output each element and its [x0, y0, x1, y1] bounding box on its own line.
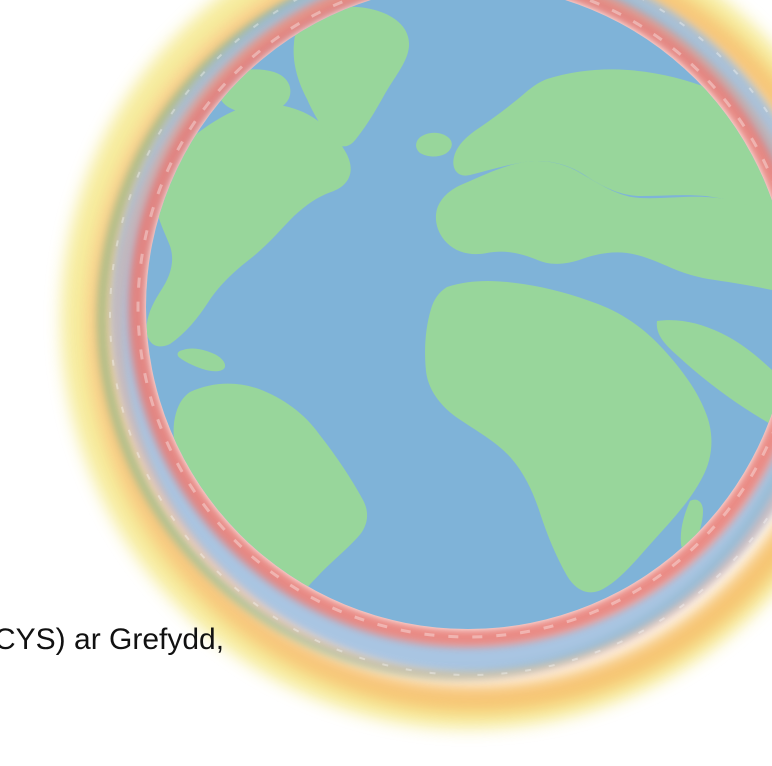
arabia-shape: [656, 320, 772, 425]
south-america-shape: [173, 383, 368, 629]
continents-layer: [146, 6, 772, 629]
europe-shape: [435, 161, 772, 290]
red-ring: [128, 0, 772, 647]
yellow-ring: [61, 0, 772, 729]
painted-rings: [61, 0, 772, 729]
africa-shape: [425, 280, 712, 593]
madagascar-shape: [680, 499, 703, 552]
north-america-shape: [146, 104, 351, 347]
iceland-shape: [416, 132, 452, 157]
blue-ring: [111, 0, 772, 673]
brush-highlight: [136, 0, 772, 639]
asia-shape: [453, 69, 772, 215]
greenland-shape: [293, 6, 410, 147]
brush-texture: [109, 0, 772, 676]
caption-text: CYS) ar Grefydd,: [0, 623, 225, 656]
peach-ring: [114, 0, 772, 680]
cuba-shape: [177, 348, 226, 372]
uk-shape: [473, 178, 498, 221]
brush-highlight-outer: [109, 0, 772, 676]
